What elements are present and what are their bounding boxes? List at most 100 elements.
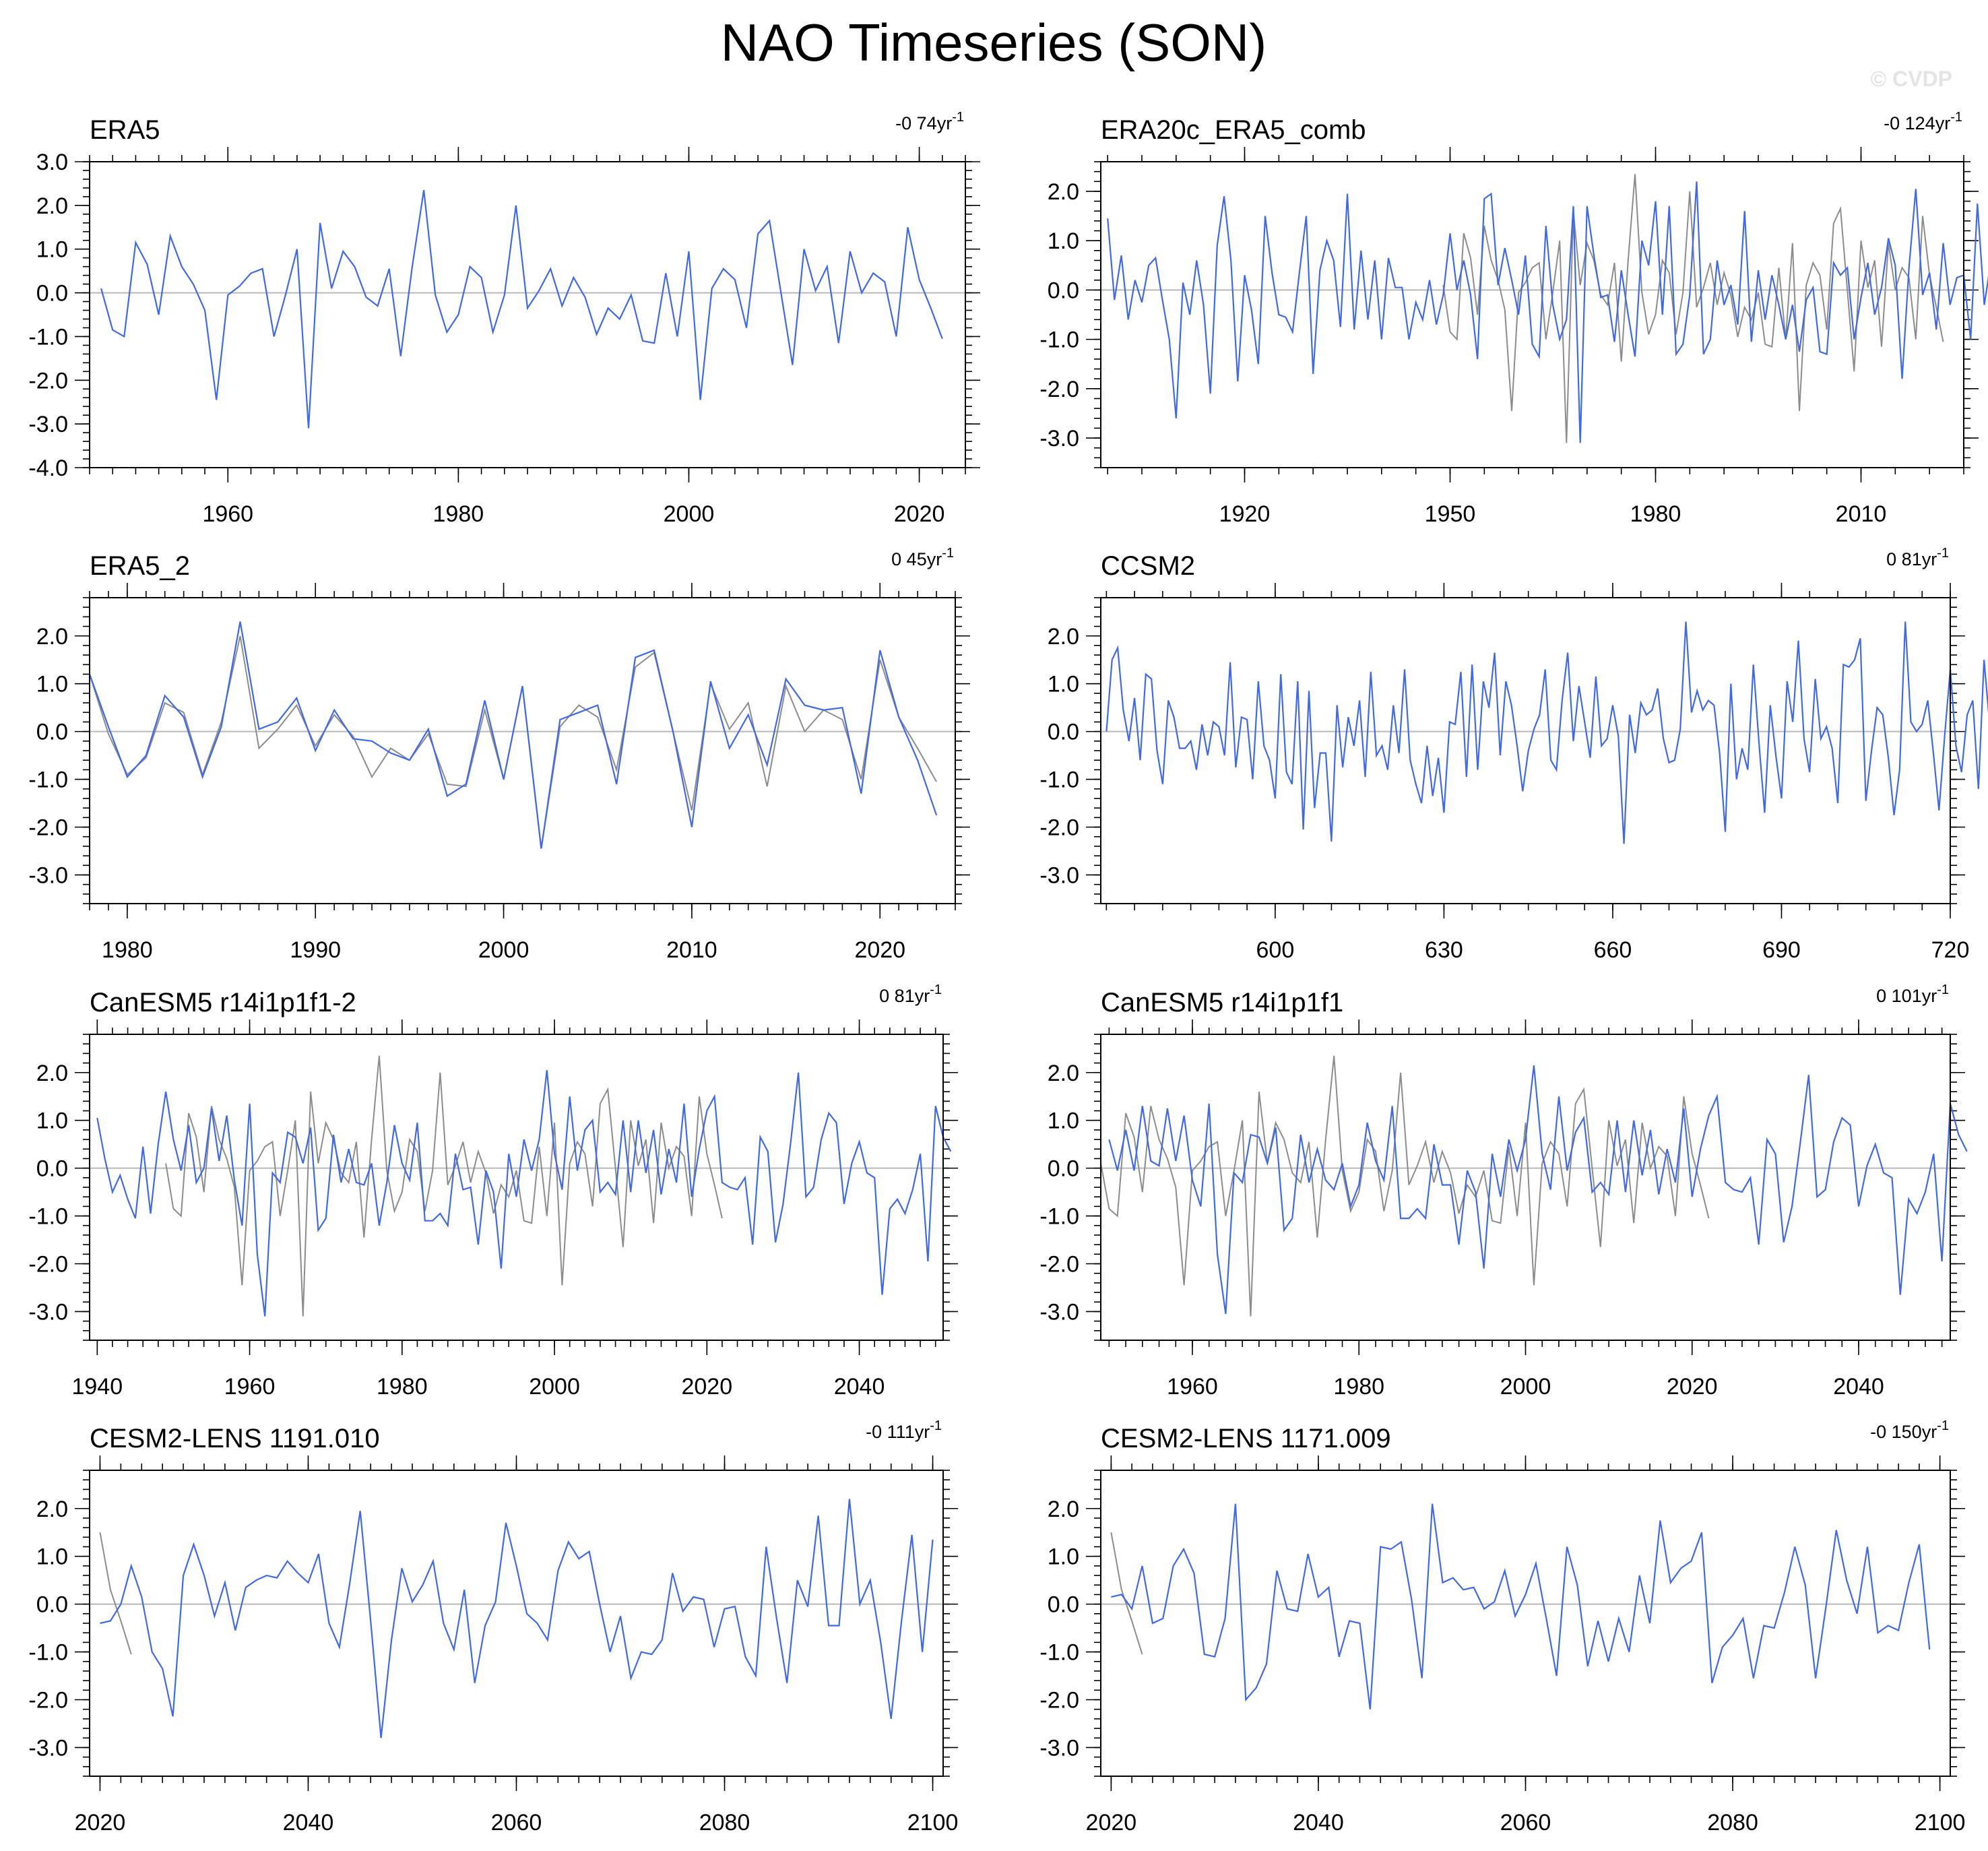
y-tick-label: -2.0 — [28, 1252, 68, 1278]
panel-3: ERA5_2 0 45yr-1 -3.0 -2.0 -1.0 0.0 1.0 2.0 1980 1… — [28, 546, 970, 963]
y-tick-label: 0.0 — [36, 1592, 68, 1618]
panel-title: ERA5_2 — [90, 551, 190, 581]
y-tick-label: -2.0 — [28, 368, 68, 394]
y-tick-label: -1.0 — [1039, 327, 1079, 353]
x-tick-label: 2040 — [1293, 1810, 1344, 1836]
x-tick-label: 2060 — [491, 1810, 542, 1836]
y-tick-label: 2.0 — [1048, 624, 1079, 650]
x-tick-label: 1980 — [377, 1374, 428, 1400]
obs-series-line — [1110, 1532, 1143, 1655]
y-tick-label: 1.0 — [1048, 672, 1079, 697]
y-tick-label: -3.0 — [1039, 862, 1079, 888]
y-tick-label: -3.0 — [28, 1299, 68, 1325]
x-tick-label: 1960 — [1167, 1374, 1218, 1400]
y-tick-label: 1.0 — [1048, 228, 1079, 254]
x-tick-label: 2100 — [907, 1810, 959, 1836]
y-tick-label: -1.0 — [1039, 1204, 1079, 1230]
y-tick-label: -2.0 — [1039, 1688, 1079, 1714]
y-tick-label: -1.0 — [28, 1204, 68, 1230]
y-tick-label: 2.0 — [1048, 179, 1079, 205]
figure-title: NAO Timeseries (SON) — [721, 13, 1266, 72]
panel-4: CCSM2 0 81yr-1 -3.0 -2.0 -1.0 0.0 1.0 2.0 600 630… — [1039, 546, 1988, 963]
x-tick-label: 2000 — [1500, 1374, 1551, 1400]
x-tick-label: 2020 — [1086, 1810, 1137, 1836]
x-tick-label: 2020 — [75, 1810, 126, 1836]
panel-2: ERA20c_ERA5_comb -0 124yr-1 -3.0 -2.0 -1.0 0.… — [1039, 110, 1988, 527]
panel-1: ERA5 -0 74yr-1 -4.0 -3.0 -2.0 -1.0 0.0 1.0 2.0 3.… — [28, 110, 980, 527]
x-tick-label: 2040 — [834, 1374, 885, 1400]
y-tick-label: -2.0 — [28, 1688, 68, 1714]
y-tick-label: -1.0 — [1039, 767, 1079, 793]
y-tick-label: -3.0 — [28, 862, 68, 888]
y-tick-label: -3.0 — [28, 412, 68, 437]
y-tick-label: 2.0 — [1048, 1061, 1079, 1086]
obs-series-line — [1442, 174, 1944, 443]
panel-8: CESM2-LENS 1171.009 -0 150yr-1 -3.0 -2.0 -1.… — [1039, 1418, 1965, 1836]
x-tick-label: 660 — [1594, 937, 1632, 963]
y-tick-label: 0.0 — [1048, 278, 1079, 303]
y-tick-label: -2.0 — [1039, 1252, 1079, 1278]
panel-5: CanESM5 r14i1p1f1-2 0 81yr-1 -3.0 -2.0 -1.0 0… — [28, 982, 958, 1400]
y-tick-label: 2.0 — [1048, 1497, 1079, 1522]
plot-frame — [1100, 1470, 1951, 1777]
x-tick-label: 2040 — [283, 1810, 334, 1836]
y-tick-label: 0.0 — [36, 720, 68, 745]
y-tick-label: 2.0 — [36, 193, 68, 219]
trend-label: 0 81yr-1 — [879, 982, 942, 1006]
trend-label: 0 45yr-1 — [891, 546, 954, 569]
panels-grid: ERA5 -0 74yr-1 -4.0 -3.0 -2.0 -1.0 0.0 1.0 2.0 3.… — [28, 110, 1988, 1836]
y-tick-label: 0.0 — [36, 1156, 68, 1182]
y-tick-label: -2.0 — [28, 815, 68, 841]
model-series-line — [100, 1499, 934, 1738]
x-tick-label: 2000 — [478, 937, 530, 963]
y-tick-label: 1.0 — [1048, 1108, 1079, 1134]
panel-title: CCSM2 — [1101, 551, 1195, 581]
y-tick-label: -1.0 — [28, 324, 68, 350]
y-tick-label: 0.0 — [1048, 1592, 1079, 1618]
panel-7: CESM2-LENS 1191.010 -0 111yr-1 -3.0 -2.0 -1.… — [28, 1418, 958, 1836]
x-tick-label: 2000 — [664, 501, 715, 527]
panel-title: CESM2-LENS 1171.009 — [1101, 1424, 1391, 1453]
model-series-line — [1111, 1503, 1931, 1709]
x-tick-label: 600 — [1256, 937, 1295, 963]
x-tick-label: 2080 — [699, 1810, 750, 1836]
x-tick-label: 1980 — [1333, 1374, 1384, 1400]
plot-frame — [89, 1470, 944, 1777]
trend-label: -0 124yr-1 — [1884, 110, 1962, 133]
model-series-line — [96, 1070, 952, 1317]
obs-series-line — [165, 1055, 723, 1317]
y-tick-label: -1.0 — [28, 1640, 68, 1666]
plot-frame — [89, 161, 966, 468]
model-series-line — [1108, 1065, 1968, 1315]
trend-label: -0 150yr-1 — [1870, 1418, 1949, 1442]
panel-title: CanESM5 r14i1p1f1 — [1101, 988, 1343, 1017]
panel-title: ERA5 — [90, 115, 160, 145]
y-tick-label: -2.0 — [1039, 377, 1079, 402]
panel-title: CESM2-LENS 1191.010 — [90, 1424, 380, 1453]
x-tick-label: 1940 — [71, 1374, 123, 1400]
watermark: © CVDP — [1871, 67, 1952, 91]
y-tick-label: -3.0 — [1039, 1299, 1079, 1325]
y-tick-label: -3.0 — [1039, 426, 1079, 451]
obs-series-line — [1100, 1055, 1710, 1317]
panel-title: ERA20c_ERA5_comb — [1101, 115, 1366, 145]
x-tick-label: 2060 — [1500, 1810, 1551, 1836]
trend-label: -0 111yr-1 — [866, 1418, 942, 1442]
y-tick-label: -4.0 — [28, 456, 68, 481]
y-tick-label: -2.0 — [1039, 815, 1079, 841]
x-tick-label: 2080 — [1707, 1810, 1758, 1836]
plot-frame — [89, 1034, 944, 1341]
y-tick-label: 1.0 — [36, 1108, 68, 1134]
y-tick-label: 0.0 — [1048, 720, 1079, 745]
y-tick-label: 1.0 — [36, 1544, 68, 1570]
x-tick-label: 1950 — [1425, 501, 1476, 527]
plot-frame — [1100, 597, 1951, 904]
y-tick-label: 2.0 — [36, 1061, 68, 1086]
y-tick-label: 3.0 — [36, 150, 68, 175]
obs-series-line — [89, 635, 937, 849]
trend-label: 0 81yr-1 — [1886, 546, 1949, 569]
y-tick-label: 1.0 — [36, 237, 68, 263]
x-tick-label: 2020 — [1667, 1374, 1718, 1400]
trend-label: -0 74yr-1 — [895, 110, 964, 133]
